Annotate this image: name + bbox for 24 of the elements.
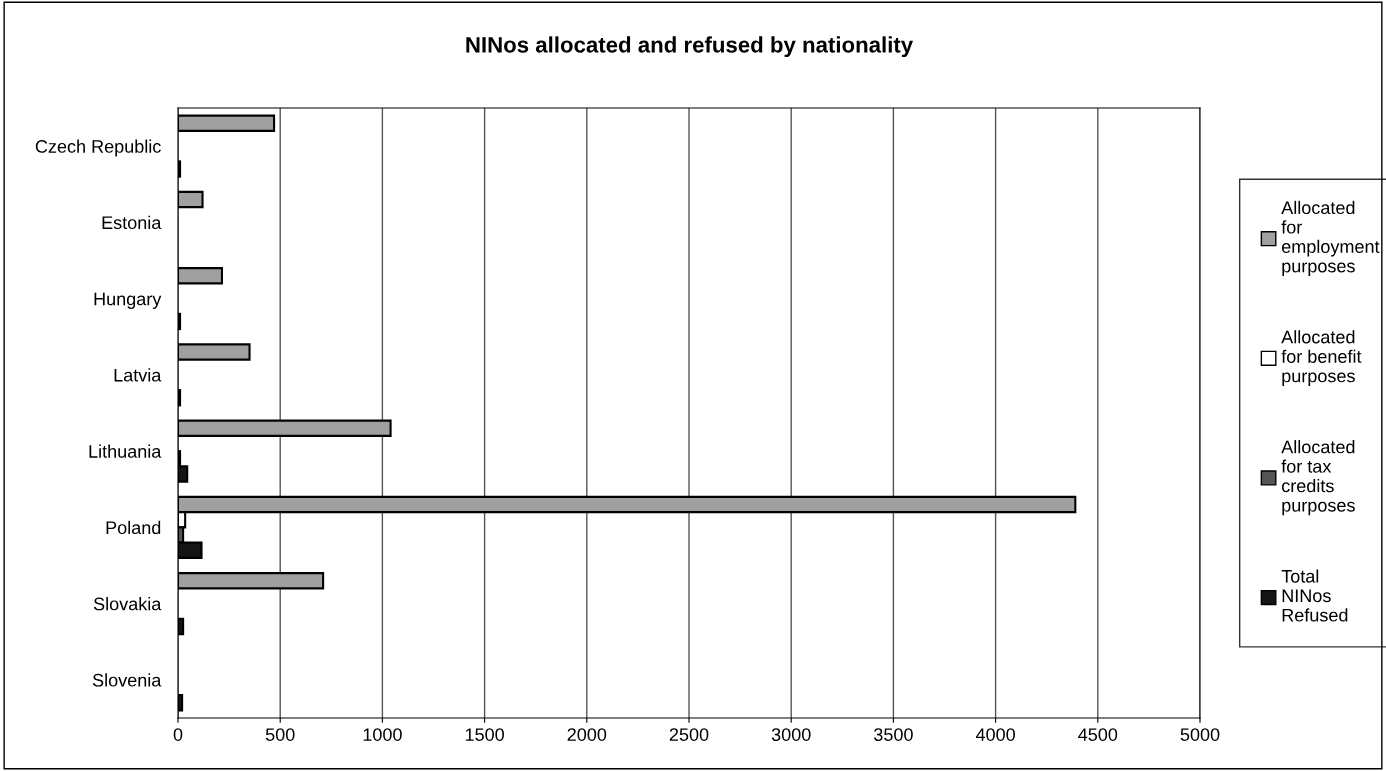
y-tick-label: Hungary: [94, 292, 162, 309]
y-tick-label: Slovakia: [93, 597, 162, 611]
x-tick-label: 0: [173, 728, 183, 741]
x-tick-label: 1000: [363, 728, 402, 741]
legend-label: Allocated for benefit purposes: [1281, 330, 1362, 386]
x-tick-label: 500: [265, 728, 295, 741]
x-tick-label: 3500: [874, 728, 913, 741]
y-tick-label: Lithuania: [89, 444, 162, 458]
legend-label: Total NINos Refused: [1281, 569, 1348, 622]
chart-title: NINos allocated and refused by nationality: [466, 36, 914, 58]
y-tick-label: Latvia: [114, 368, 162, 382]
x-tick-label: 5000: [1180, 728, 1220, 741]
legend-label: Allocated for employment purposes: [1281, 200, 1380, 277]
x-tick-label: 3000: [771, 728, 811, 741]
x-tick-label: 2500: [669, 728, 709, 741]
y-tick-label: Czech Republic: [35, 139, 161, 157]
y-tick-label: Slovenia: [92, 673, 162, 687]
x-tick-label: 1500: [465, 728, 504, 741]
y-tick-label: Estonia: [102, 215, 162, 230]
y-tick-label: Poland: [106, 520, 161, 535]
x-tick-label: 2000: [567, 728, 607, 741]
legend-label: Allocated for tax credits purposes: [1281, 440, 1355, 516]
x-tick-label: 4000: [975, 728, 1015, 741]
x-tick-label: 4500: [1078, 728, 1118, 741]
